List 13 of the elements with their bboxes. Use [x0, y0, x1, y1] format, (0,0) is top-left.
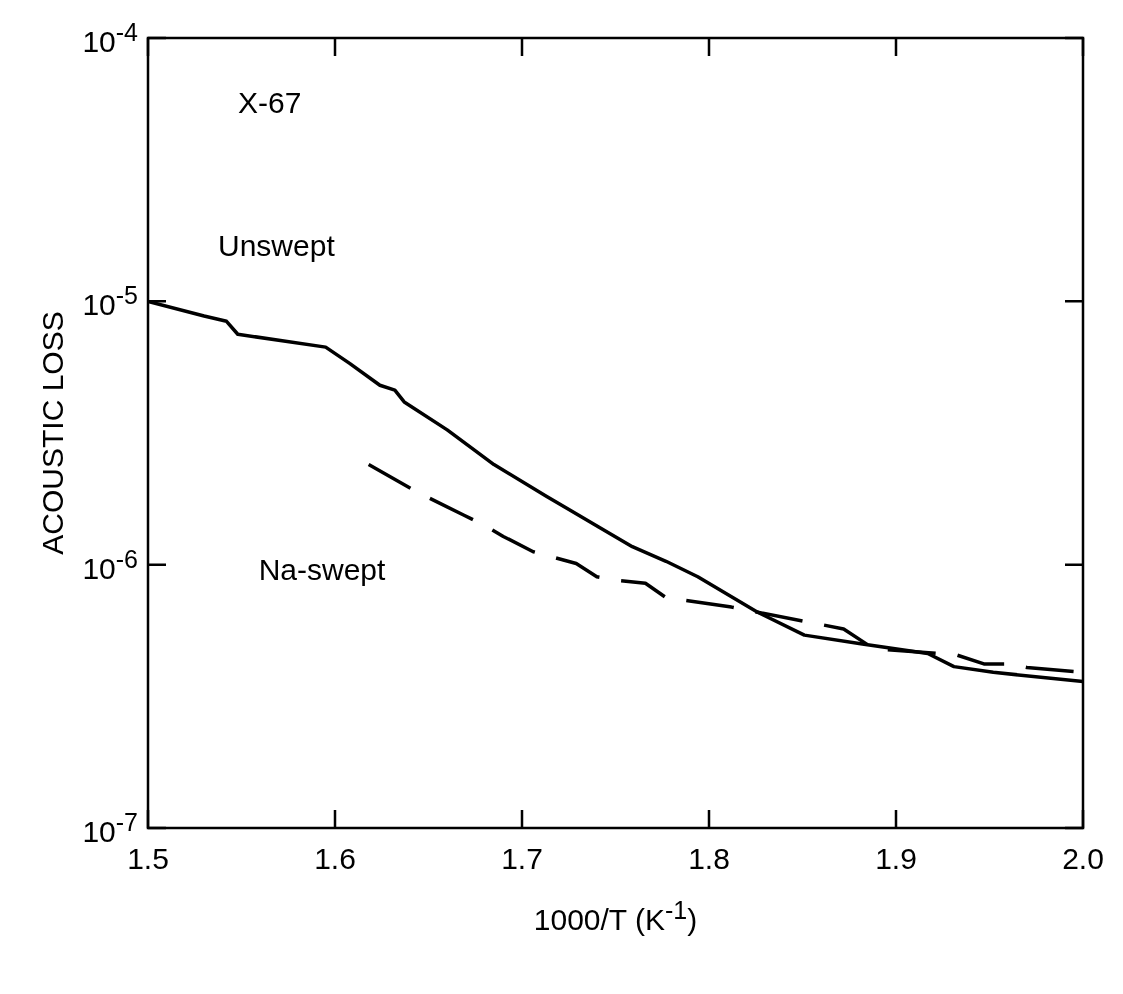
x-tick-label: 1.6 [314, 842, 356, 875]
x-tick-label: 1.9 [875, 842, 917, 875]
annotation: X-67 [238, 86, 302, 119]
y-tick-label: 10$^{-5}$ [82, 280, 138, 321]
text: Na-swept [258, 552, 386, 586]
x-tick-label: 2.0 [1062, 842, 1104, 875]
series-label: Unswept [218, 229, 335, 263]
x-axis-title: 1000/T (K$^{-1}$) [533, 896, 698, 936]
x-tick-label: 1.7 [501, 842, 543, 875]
y-tick-label: 10$^{-4}$ [82, 17, 138, 58]
y-tick-label: 10$^{-6}$ [82, 544, 138, 585]
x-tick-label: 1.8 [688, 842, 730, 875]
y-axis-title: ACOUSTIC LOSS [36, 311, 69, 555]
